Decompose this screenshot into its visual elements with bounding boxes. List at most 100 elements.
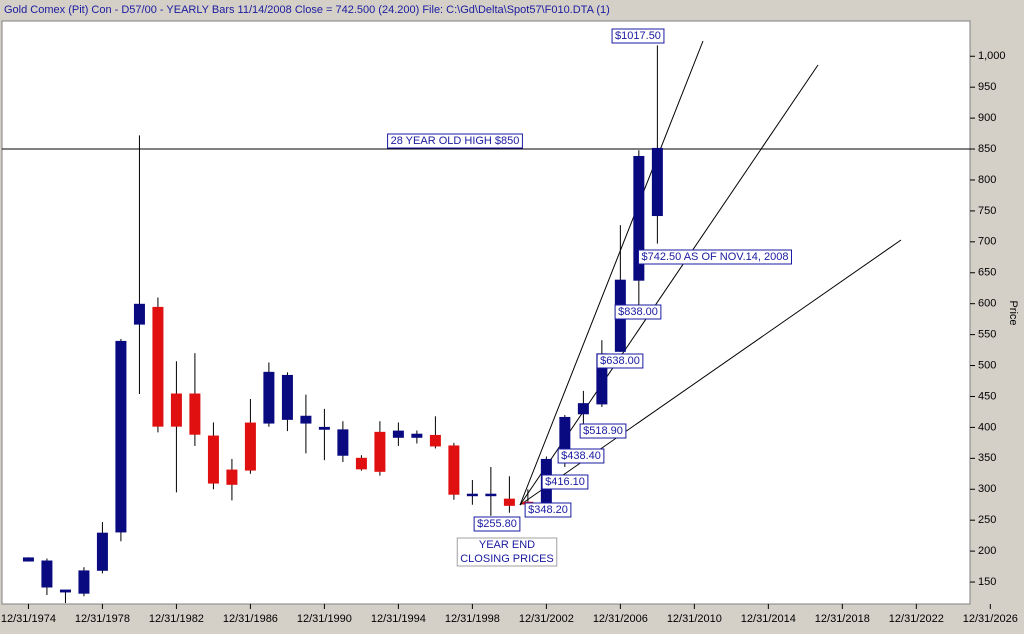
y-tick-label: 800 [978,174,996,186]
candle [411,430,423,444]
x-tick-label: 12/31/1982 [149,613,204,625]
label-text: $838.00 [618,306,658,318]
y-tick-label: 300 [978,483,996,495]
annotation: $1017.50 [611,28,665,44]
label-text: YEAR END [479,539,535,551]
candle-body [281,374,293,420]
annotation: $416.10 [541,474,589,490]
candle-body [337,429,349,456]
reference-label: 28 YEAR OLD HIGH $850 [387,133,523,149]
x-tick-label: 12/31/2022 [889,613,944,625]
candle-body [374,431,386,472]
x-tick-label: 12/31/2010 [667,613,722,625]
chart-title: Gold Comex (Pit) Con - D57/00 - YEARLY B… [4,4,610,16]
candle [96,522,108,574]
candle-body [651,147,663,217]
candle-body [448,445,460,495]
y-tick-label: 650 [978,267,996,279]
y-tick-label: 1,000 [978,50,1006,62]
candle [355,455,367,471]
x-tick-label: 12/31/1990 [297,613,352,625]
label-box [456,537,558,567]
y-tick-label: 250 [978,514,996,526]
candle [318,408,330,461]
candle [485,466,497,516]
annotation: $742.50 AS OF NOV.14, 2008 [638,249,792,265]
y-tick-label: 850 [978,143,996,155]
label-text: $518.90 [583,425,623,437]
candle-body [152,306,164,427]
x-tick-label: 12/31/2006 [593,613,648,625]
candle [503,476,515,513]
annotation: $255.80 [473,516,521,532]
label-box [596,353,644,369]
candle [244,398,256,474]
y-tick-label: 450 [978,390,996,402]
y-tick-label: 950 [978,81,996,93]
x-tick-label: 12/31/1986 [223,613,278,625]
label-text: CLOSING PRICES [460,553,554,565]
label-text: $638.00 [600,355,640,367]
candle [300,394,312,454]
candle-body [170,393,182,427]
annotation: YEAR END CLOSING PRICES [456,537,558,567]
label-box [557,448,605,464]
label-text: $348.20 [528,504,568,516]
label-box [614,304,662,320]
label-text: $1017.50 [615,30,661,42]
candle-body [300,415,312,424]
candle [152,297,164,433]
y-tick-label: 500 [978,359,996,371]
candle-body [466,493,478,497]
candle-body [207,435,219,484]
y-tick-label: 350 [978,452,996,464]
candle-body [22,557,34,562]
candle [466,479,478,505]
y-tick-label: 200 [978,545,996,557]
candle [115,338,127,542]
x-tick-label: 12/31/2018 [815,613,870,625]
label-box [638,249,792,265]
candle-body [485,493,497,497]
y-tick-label: 750 [978,205,996,217]
x-tick-label: 12/31/1974 [1,613,56,625]
candle [170,361,182,493]
candle-body [392,430,404,438]
candle-body [411,433,423,438]
candle [577,390,589,425]
candle-body [244,422,256,471]
annotation: $518.90 [579,423,627,439]
candle-body [41,560,53,588]
y-tick-label: 550 [978,329,996,341]
candle [263,362,275,427]
candle-body [577,403,589,415]
x-tick-label: 12/31/1994 [371,613,426,625]
x-tick-label: 12/31/2002 [519,613,574,625]
candle-body [59,589,71,593]
y-tick-label: 600 [978,298,996,310]
candle [281,372,293,432]
candle-body [226,469,238,485]
annotation: $438.40 [557,448,605,464]
fan-line [519,40,704,506]
x-tick-label: 12/31/1978 [75,613,130,625]
candle [651,45,663,244]
candle [448,442,460,500]
candle [207,422,219,490]
candle-body [189,393,201,435]
candle [633,150,645,308]
candle [226,458,238,501]
label-box [541,474,589,490]
candle [392,422,404,446]
label-text: $742.50 AS OF NOV.14, 2008 [642,251,789,263]
label-box [473,516,521,532]
candle [41,558,53,596]
label-text: $438.40 [561,450,601,462]
y-tick-label: 400 [978,421,996,433]
annotation: $638.00 [596,353,644,369]
candle-body [355,457,367,470]
x-tick-label: 12/31/2014 [741,613,796,625]
candle-body [503,498,515,506]
